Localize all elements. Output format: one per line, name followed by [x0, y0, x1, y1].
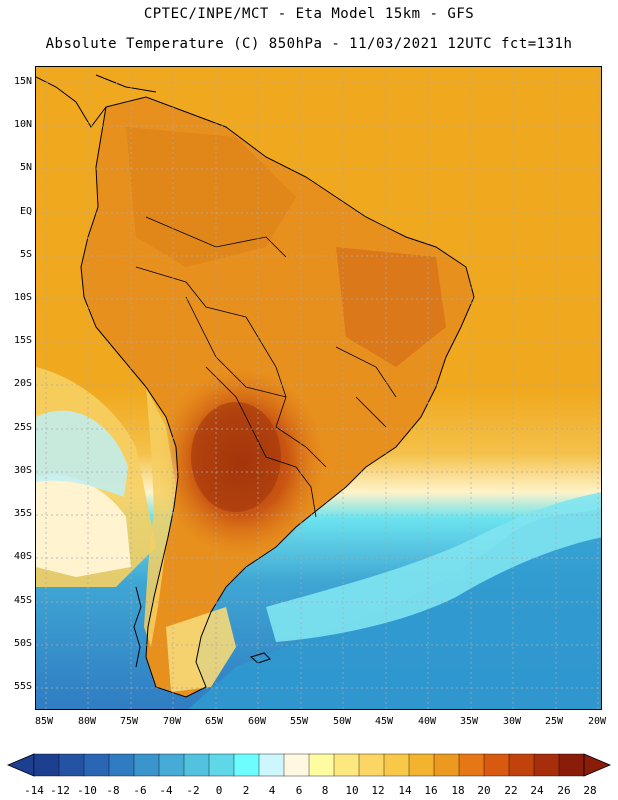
lat-label-30s: 30S — [13, 465, 32, 476]
lat-label-5s: 5S — [19, 249, 32, 260]
colorbar-label: -12 — [50, 784, 70, 797]
lon-label-75w: 75W — [119, 716, 139, 727]
central-america-coast — [36, 74, 157, 128]
chaco-hot-inner — [191, 402, 281, 512]
colorbar-label: 14 — [398, 784, 412, 797]
lon-label-30w: 30W — [502, 716, 522, 727]
colorbar-swatch — [308, 753, 335, 777]
lat-label-10s: 10S — [13, 292, 32, 303]
colorbar-label: -4 — [159, 784, 173, 797]
colorbar-swatch — [383, 753, 410, 777]
pacific-cyan-patch — [36, 410, 128, 497]
lat-label-15n: 15N — [13, 76, 32, 87]
colorbar-label: 2 — [242, 784, 250, 797]
lat-label-20s: 20S — [13, 378, 32, 389]
lat-label-35s: 35S — [13, 508, 32, 519]
colorbar-label: 8 — [321, 784, 329, 797]
lon-label-20w: 20W — [587, 716, 607, 727]
falkland-islands — [249, 652, 271, 664]
lon-label-40w: 40W — [417, 716, 437, 727]
lat-label-40s: 40S — [13, 551, 32, 562]
colorbar-label: 4 — [268, 784, 276, 797]
lat-label-55s: 55S — [13, 681, 32, 692]
colorbar-label: 10 — [345, 784, 359, 797]
colorbar-swatch — [208, 753, 235, 777]
colorbar-low-arrow — [6, 753, 35, 777]
colorbar-label: 18 — [451, 784, 465, 797]
colorbar-label: 16 — [424, 784, 438, 797]
colorbar-label: 24 — [530, 784, 544, 797]
amazon-warm — [126, 127, 296, 267]
colorbar-swatch — [133, 753, 160, 777]
colorbar-swatch — [233, 753, 260, 777]
colorbar-swatch — [33, 753, 60, 777]
lon-label-35w: 35W — [459, 716, 479, 727]
atlantic-cyan-front — [266, 492, 601, 642]
lat-label-45s: 45S — [13, 595, 32, 606]
colorbar-swatch — [258, 753, 285, 777]
colorbar — [6, 753, 612, 777]
lon-label-65w: 65W — [204, 716, 224, 727]
map-panel — [35, 66, 602, 710]
colorbar-label: 22 — [504, 784, 518, 797]
colorbar-swatch — [158, 753, 185, 777]
pacific-pale-patch — [36, 474, 131, 577]
colorbar-label: -2 — [186, 784, 200, 797]
colorbar-label: -10 — [77, 784, 97, 797]
lat-label-25s: 25S — [13, 422, 32, 433]
colorbar-swatch — [83, 753, 110, 777]
colorbar-label: 20 — [477, 784, 491, 797]
lon-label-85w: 85W — [34, 716, 54, 727]
colorbar-swatch — [358, 753, 385, 777]
title-line-1: CPTEC/INPE/MCT - Eta Model 15km - GFS — [143, 6, 475, 22]
colorbar-swatch — [508, 753, 535, 777]
lon-label-45w: 45W — [374, 716, 394, 727]
graticule — [36, 67, 601, 709]
colorbar-label: 12 — [371, 784, 385, 797]
colorbar-label: -8 — [106, 784, 120, 797]
colorbar-swatch — [558, 753, 585, 777]
colorbar-swatch — [333, 753, 360, 777]
lon-label-80w: 80W — [77, 716, 97, 727]
andes-cool-ridge — [144, 387, 176, 647]
title-line-2: Absolute Temperature (C) 850hPa - 11/03/… — [45, 36, 573, 52]
lat-label-15s: 15S — [13, 335, 32, 346]
lat-label-50s: 50S — [13, 638, 32, 649]
ne-brazil-warm — [336, 247, 446, 367]
colorbar-label: 26 — [557, 784, 571, 797]
colorbar-swatch — [283, 753, 310, 777]
lon-label-50w: 50W — [332, 716, 352, 727]
lon-label-60w: 60W — [247, 716, 267, 727]
coastline — [80, 96, 475, 698]
colorbar-swatch — [483, 753, 510, 777]
colorbar-high-arrow — [583, 753, 612, 777]
colorbar-swatch — [408, 753, 435, 777]
patagonia-cool — [166, 607, 236, 692]
lat-label-eq: EQ — [19, 206, 32, 217]
lat-label-5n: 5N — [19, 162, 32, 173]
colorbar-label: 6 — [295, 784, 303, 797]
chile-islands — [133, 586, 142, 668]
colorbar-label: 28 — [583, 784, 597, 797]
colorbar-swatch — [458, 753, 485, 777]
lat-label-10n: 10N — [13, 119, 32, 130]
colorbar-swatch — [183, 753, 210, 777]
colorbar-label: 0 — [215, 784, 223, 797]
colorbar-swatch — [433, 753, 460, 777]
colorbar-label: -14 — [24, 784, 44, 797]
lon-label-25w: 25W — [544, 716, 564, 727]
lon-label-70w: 70W — [162, 716, 182, 727]
colorbar-swatch — [108, 753, 135, 777]
colorbar-swatch — [533, 753, 560, 777]
lon-label-55w: 55W — [289, 716, 309, 727]
colorbar-swatch — [58, 753, 85, 777]
temperature-map — [36, 67, 601, 709]
colorbar-label: -6 — [133, 784, 147, 797]
